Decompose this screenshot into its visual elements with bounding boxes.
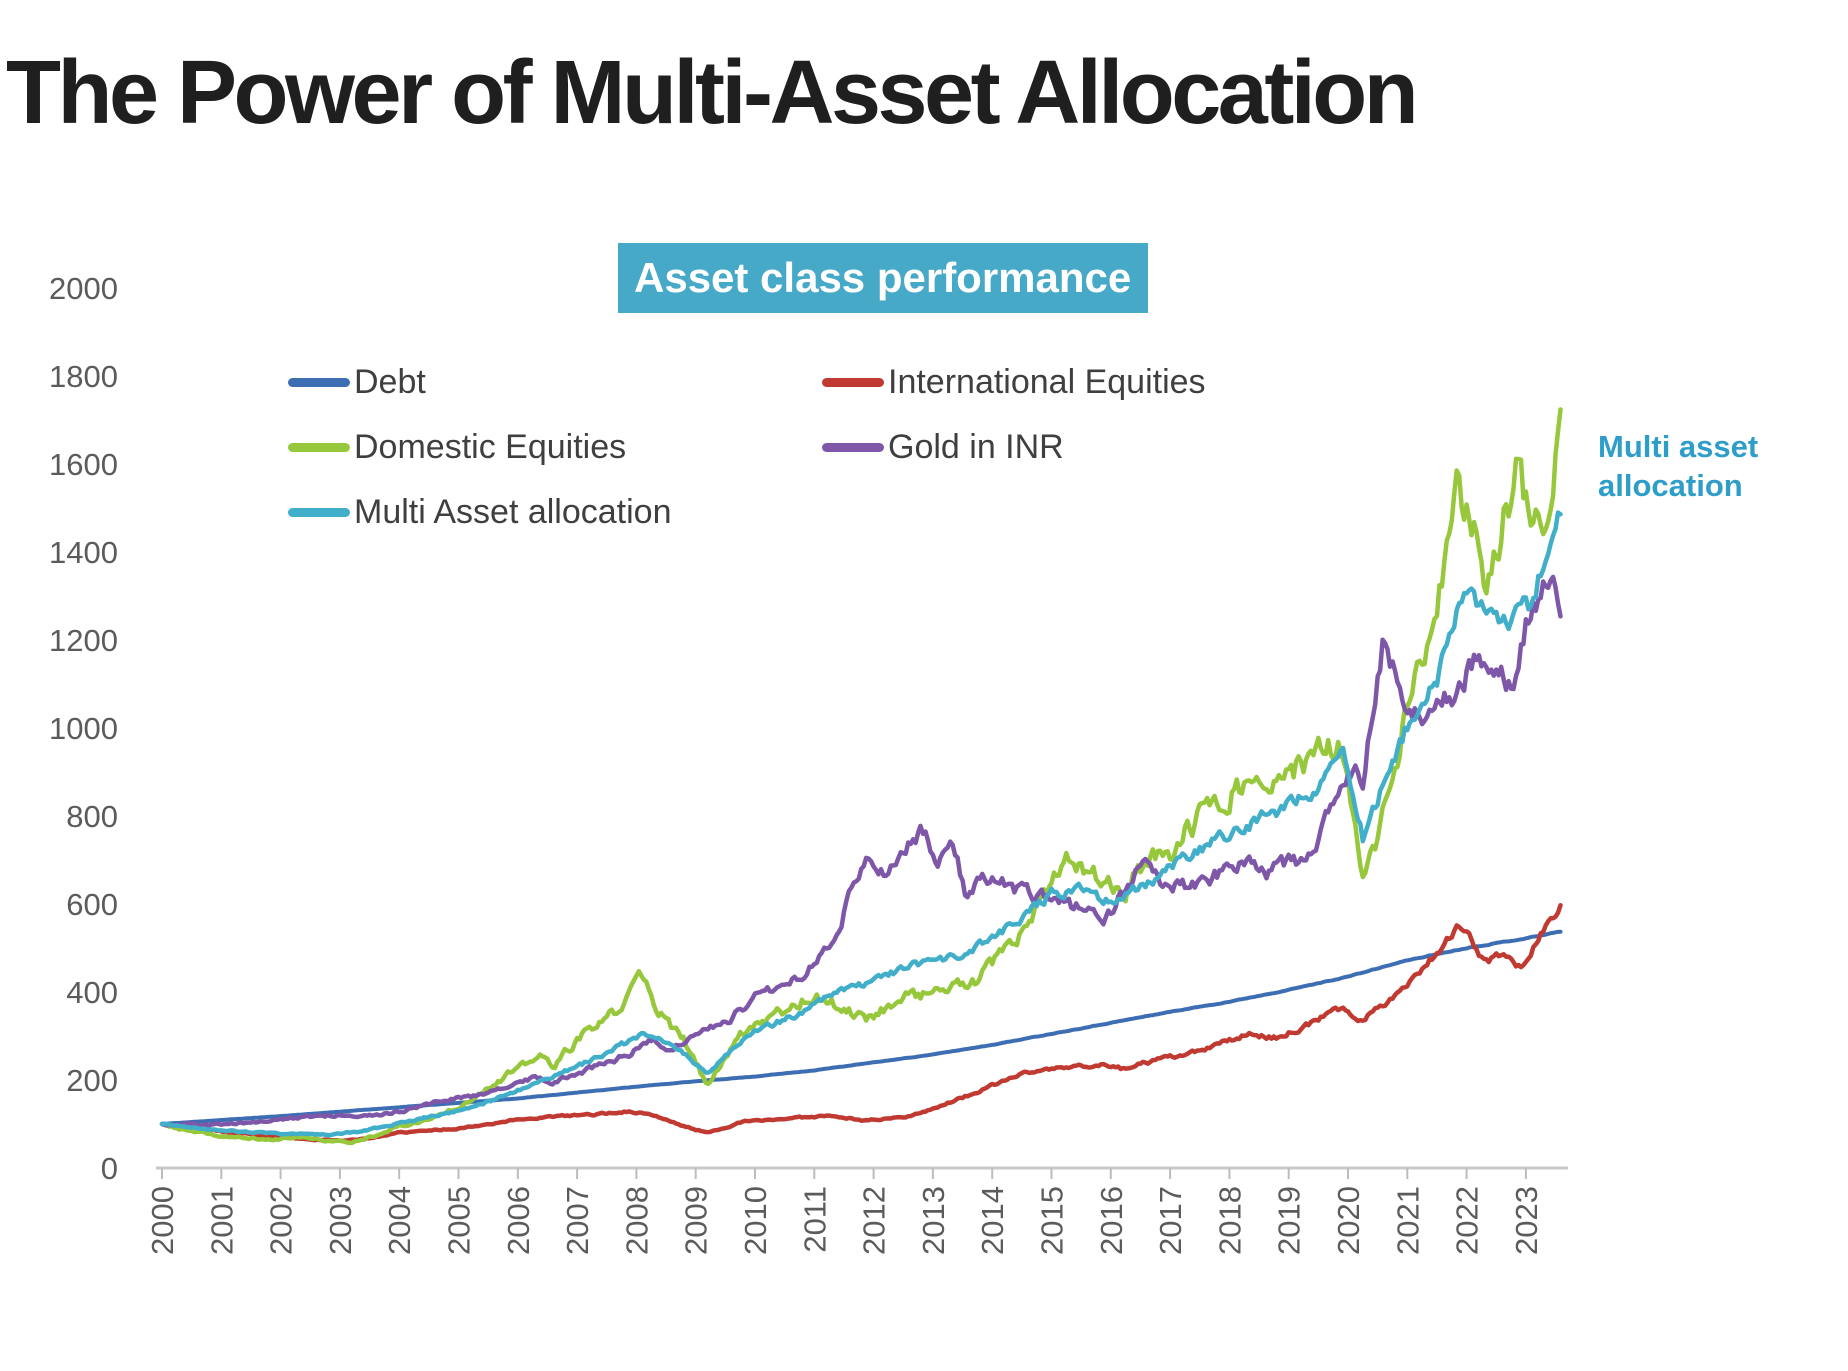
x-tick-label: 2018 xyxy=(1212,1186,1247,1255)
series-line-debt xyxy=(160,929,1563,1126)
x-tick-label: 2021 xyxy=(1390,1186,1425,1255)
chart-title-banner: Asset class performance xyxy=(618,243,1148,313)
y-tick-label: 2000 xyxy=(49,271,118,306)
y-tick-label: 600 xyxy=(66,887,118,922)
x-tick-label: 2004 xyxy=(382,1186,417,1255)
series-line-international-equities xyxy=(159,902,1563,1144)
legend-swatch-gold-in-inr xyxy=(822,443,884,452)
y-tick-label: 1400 xyxy=(49,535,118,570)
series-line-domestic-equities xyxy=(159,407,1563,1146)
x-tick-label: 2007 xyxy=(560,1186,595,1255)
legend-swatch-domestic-equities xyxy=(288,443,350,452)
x-tick-label: 2011 xyxy=(797,1186,832,1253)
legend-label-domestic-equities: Domestic Equities xyxy=(354,428,627,466)
legend-item-domestic-equities: Domestic Equities xyxy=(288,415,672,480)
legend-column-2: International Equities Gold in INR xyxy=(822,350,1206,480)
legend-swatch-debt xyxy=(288,378,350,387)
legend-label-international-equities: International Equities xyxy=(888,363,1206,401)
legend-label-debt: Debt xyxy=(354,363,426,401)
x-tick-label: 2023 xyxy=(1509,1186,1544,1255)
x-tick-label: 2005 xyxy=(442,1186,477,1255)
legend-swatch-international-equities xyxy=(822,378,884,387)
y-tick-label: 800 xyxy=(66,799,118,834)
legend-item-debt: Debt xyxy=(288,350,672,415)
legend-swatch-multi-asset-allocation xyxy=(288,508,350,517)
legend-item-gold-in-inr: Gold in INR xyxy=(822,415,1206,480)
y-tick-label: 200 xyxy=(66,1063,118,1098)
x-tick-label: 2012 xyxy=(857,1186,892,1255)
x-tick-label: 2006 xyxy=(501,1186,536,1255)
x-tick-label: 2010 xyxy=(738,1186,773,1255)
y-tick-label: 1200 xyxy=(49,623,118,658)
x-tick-label: 2016 xyxy=(1094,1186,1129,1255)
x-tick-label: 2020 xyxy=(1331,1186,1366,1255)
y-tick-label: 1600 xyxy=(49,447,118,482)
x-tick-label: 2019 xyxy=(1272,1186,1307,1255)
y-tick-label: 400 xyxy=(66,975,118,1010)
x-tick-label: 2017 xyxy=(1153,1186,1188,1255)
y-tick-label: 1000 xyxy=(49,711,118,746)
asset-class-performance-chart: 2000 2001 2002 2003 2004 2005 2006 2007 2008 2009… xyxy=(49,271,1568,1255)
x-tick-label: 2015 xyxy=(1035,1186,1070,1255)
legend-label-multi-asset-allocation: Multi Asset allocation xyxy=(354,493,672,531)
x-tick-label: 2013 xyxy=(916,1186,951,1255)
x-tick-label: 2022 xyxy=(1450,1186,1485,1255)
legend-label-gold-in-inr: Gold in INR xyxy=(888,428,1064,466)
legend-item-international-equities: International Equities xyxy=(822,350,1206,415)
x-tick-label: 2014 xyxy=(975,1186,1010,1255)
x-tick-label: 2008 xyxy=(619,1186,654,1255)
x-tick-label: 2009 xyxy=(679,1186,714,1255)
series-line-gold-in-inr xyxy=(159,574,1563,1129)
legend-item-multi-asset-allocation: Multi Asset allocation xyxy=(288,480,672,545)
series-line-multi-asset-allocation xyxy=(159,510,1563,1138)
x-tick-label: 2003 xyxy=(323,1186,358,1255)
x-tick-label: 2002 xyxy=(264,1186,299,1255)
multi-asset-annotation: Multi asset allocation xyxy=(1598,429,1759,503)
x-tick-label: 2000 xyxy=(145,1186,180,1255)
x-tick-label: 2001 xyxy=(204,1186,239,1255)
page-title: The Power of Multi-Asset Allocation xyxy=(6,43,1419,143)
y-tick-label: 0 xyxy=(101,1151,118,1186)
legend-column-1: Debt Domestic Equities Multi Asset allocat… xyxy=(288,350,672,545)
y-tick-label: 1800 xyxy=(49,359,118,394)
